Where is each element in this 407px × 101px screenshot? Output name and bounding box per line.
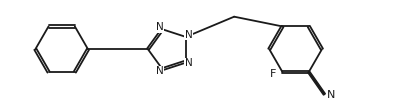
Text: N: N bbox=[155, 22, 163, 32]
Text: N: N bbox=[185, 30, 193, 40]
Text: N: N bbox=[155, 66, 163, 76]
Text: F: F bbox=[269, 69, 276, 79]
Text: N: N bbox=[185, 58, 193, 68]
Text: N: N bbox=[326, 90, 335, 100]
